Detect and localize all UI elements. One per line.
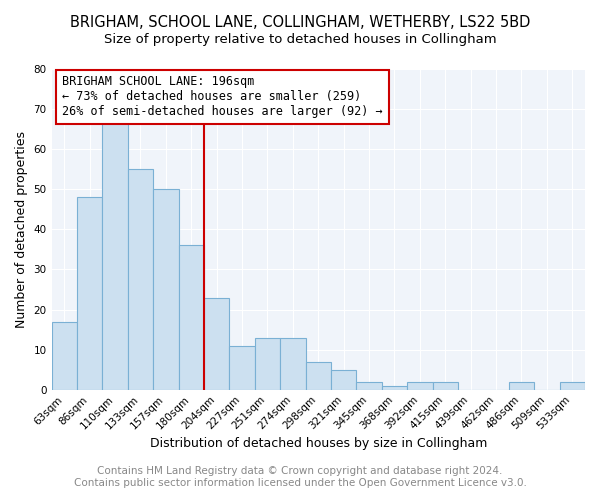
Bar	[560, 382, 585, 390]
Text: Size of property relative to detached houses in Collingham: Size of property relative to detached ho…	[104, 32, 496, 46]
Bar	[204, 298, 229, 390]
Bar	[305, 362, 331, 390]
Text: BRIGHAM, SCHOOL LANE, COLLINGHAM, WETHERBY, LS22 5BD: BRIGHAM, SCHOOL LANE, COLLINGHAM, WETHER…	[70, 15, 530, 30]
Bar	[103, 121, 128, 390]
Bar	[179, 246, 204, 390]
Bar	[77, 198, 103, 390]
Bar	[128, 169, 153, 390]
Bar	[280, 338, 305, 390]
Text: BRIGHAM SCHOOL LANE: 196sqm
← 73% of detached houses are smaller (259)
26% of se: BRIGHAM SCHOOL LANE: 196sqm ← 73% of det…	[62, 76, 383, 118]
Bar	[331, 370, 356, 390]
Bar	[356, 382, 382, 390]
Bar	[255, 338, 280, 390]
Bar	[433, 382, 458, 390]
Bar	[382, 386, 407, 390]
X-axis label: Distribution of detached houses by size in Collingham: Distribution of detached houses by size …	[149, 437, 487, 450]
Y-axis label: Number of detached properties: Number of detached properties	[15, 131, 28, 328]
Bar	[407, 382, 433, 390]
Bar	[229, 346, 255, 390]
Bar	[509, 382, 534, 390]
Bar	[52, 322, 77, 390]
Bar	[153, 190, 179, 390]
Text: Contains HM Land Registry data © Crown copyright and database right 2024.
Contai: Contains HM Land Registry data © Crown c…	[74, 466, 526, 487]
